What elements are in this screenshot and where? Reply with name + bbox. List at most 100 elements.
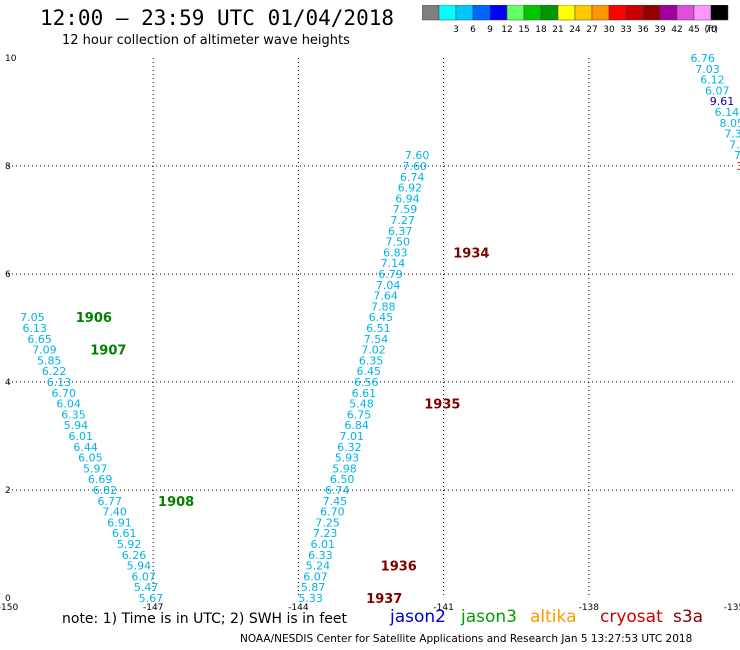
data-value-label: 8.05	[719, 117, 740, 130]
data-value-label: 7.03	[695, 63, 720, 76]
data-value-label: 7.88	[371, 300, 396, 313]
data-value-label: 5.94	[127, 560, 152, 573]
data-value-label: 6.69	[88, 473, 113, 486]
data-value-label: 7.54	[364, 333, 389, 346]
legend-tick-label: 42	[671, 25, 682, 35]
x-tick-label: -150	[0, 603, 18, 613]
x-tick-label: -147	[143, 603, 163, 613]
data-value-label: 6.45	[369, 311, 394, 324]
time-label: 1908	[158, 495, 194, 510]
data-value-label: 5.85	[37, 354, 62, 367]
data-value-label: 7.50	[386, 236, 411, 249]
data-value-label: 6.45	[356, 365, 381, 378]
data-value-label: 9.61	[710, 95, 735, 108]
data-value-label: 7.23	[313, 527, 338, 540]
data-value-label: 7.3	[739, 171, 740, 184]
data-value-label: 6.51	[366, 322, 391, 335]
legend-tick-label: 39	[654, 25, 666, 35]
legend-tick-label: 6	[470, 25, 476, 35]
data-value-label: 6.32	[337, 441, 362, 454]
time-label: 1934	[453, 246, 489, 261]
data-value-label: 6.74	[325, 484, 350, 497]
data-value-label: 7.27	[390, 214, 415, 227]
data-value-label: 6.74	[400, 171, 425, 184]
satellite-label-jason2: jason2	[390, 607, 446, 627]
data-value-label: 6.92	[398, 182, 423, 195]
data-value-label: 6.35	[61, 408, 86, 421]
data-value-label: 7.14	[381, 257, 406, 270]
legend-tick-label: 27	[586, 25, 597, 35]
data-value-label: 5.98	[332, 462, 357, 475]
legend-tick-label: 45	[688, 25, 699, 35]
data-value-label: 7.40	[102, 506, 127, 519]
data-value-label: 5.87	[301, 581, 326, 594]
data-value-label: 6.61	[112, 527, 137, 540]
data-value-label: 6.75	[347, 408, 372, 421]
data-value-label: 6.07	[303, 570, 328, 583]
data-value-label: 5.97	[83, 462, 108, 475]
data-value-label: 6.56	[354, 376, 379, 389]
satellite-label-s3a: s3a	[673, 607, 704, 627]
data-value-label: 6.61	[352, 387, 377, 400]
data-value-label: 6.05	[78, 452, 103, 465]
y-tick-label: 10	[5, 54, 17, 64]
legend-tick-label: 3	[453, 25, 459, 35]
data-value-label: 7.25	[315, 516, 340, 529]
data-value-label: 32.7	[736, 160, 740, 173]
data-value-label: 6.70	[320, 506, 345, 519]
page-subtitle: 12 hour collection of altimeter wave hei…	[62, 33, 350, 48]
data-value-label: 6.22	[42, 365, 67, 378]
time-label: 1937	[366, 592, 402, 607]
data-value-label: 6.94	[395, 192, 420, 205]
data-value-label: 7.05	[729, 138, 740, 151]
data-value-label: 6.01	[69, 430, 94, 443]
data-value-label: 7.02	[734, 149, 740, 162]
data-value-label: 7.02	[361, 344, 386, 357]
legend-unit-label: (ft)	[704, 25, 718, 35]
data-value-label: 6.91	[107, 516, 132, 529]
data-points: 7.056.136.657.095.856.226.136.706.046.35…	[20, 52, 740, 605]
legend-tick-label: 36	[637, 25, 649, 35]
y-tick-label: 4	[5, 378, 11, 388]
data-value-label: 6.83	[383, 246, 408, 259]
data-value-label: 5.93	[335, 452, 360, 465]
legend-tick-label: 30	[603, 25, 615, 35]
data-value-label: 6.33	[308, 549, 333, 562]
data-value-label: 6.04	[56, 398, 81, 411]
data-value-label: 6.84	[344, 419, 369, 432]
data-value-label: 6.13	[47, 376, 72, 389]
satellite-label-cryosat: cryosat	[600, 607, 663, 627]
data-value-label: 5.92	[117, 538, 141, 551]
data-value-label: 5.24	[306, 560, 331, 573]
legend-tick-label: 21	[552, 25, 563, 35]
legend-tick-label: 33	[620, 25, 631, 35]
legend-swatch	[710, 5, 729, 21]
data-value-label: 6.07	[705, 84, 730, 97]
y-tick-label: 8	[5, 162, 11, 172]
data-value-label: 6.35	[359, 354, 384, 367]
x-tick-label: -141	[433, 603, 453, 613]
data-value-label: 5.47	[134, 581, 159, 594]
page-title: 12:00 – 23:59 UTC 01/04/2018	[40, 6, 395, 30]
color-scale-legend: 3 6 9 12 15 18 21 24 27 30 33 36 39 42 45 70(ft)	[422, 5, 729, 35]
data-value-label: 5.48	[349, 398, 374, 411]
satellite-label-altika: altika	[530, 607, 577, 627]
data-value-label: 7.64	[373, 290, 398, 303]
data-value-label: 7.01	[340, 430, 365, 443]
data-value-label: 5.67	[139, 592, 164, 605]
time-label: 1906	[76, 311, 112, 326]
x-tick-label: -144	[288, 603, 309, 613]
data-value-label: 6.82	[93, 484, 118, 497]
x-tick-label: -135	[724, 603, 740, 613]
data-value-label: 5.33	[298, 592, 323, 605]
satellite-label-jason3: jason3	[461, 607, 517, 627]
time-label: 1936	[381, 560, 417, 575]
data-value-label: 6.12	[700, 74, 725, 87]
data-value-label: 6.65	[27, 333, 52, 346]
legend-tick-label: 12	[501, 25, 512, 35]
legend-tick-label: 9	[487, 25, 493, 35]
data-value-label: 7.09	[32, 344, 57, 357]
data-value-label: 6.76	[690, 52, 715, 65]
data-value-label: 6.79	[378, 268, 403, 281]
